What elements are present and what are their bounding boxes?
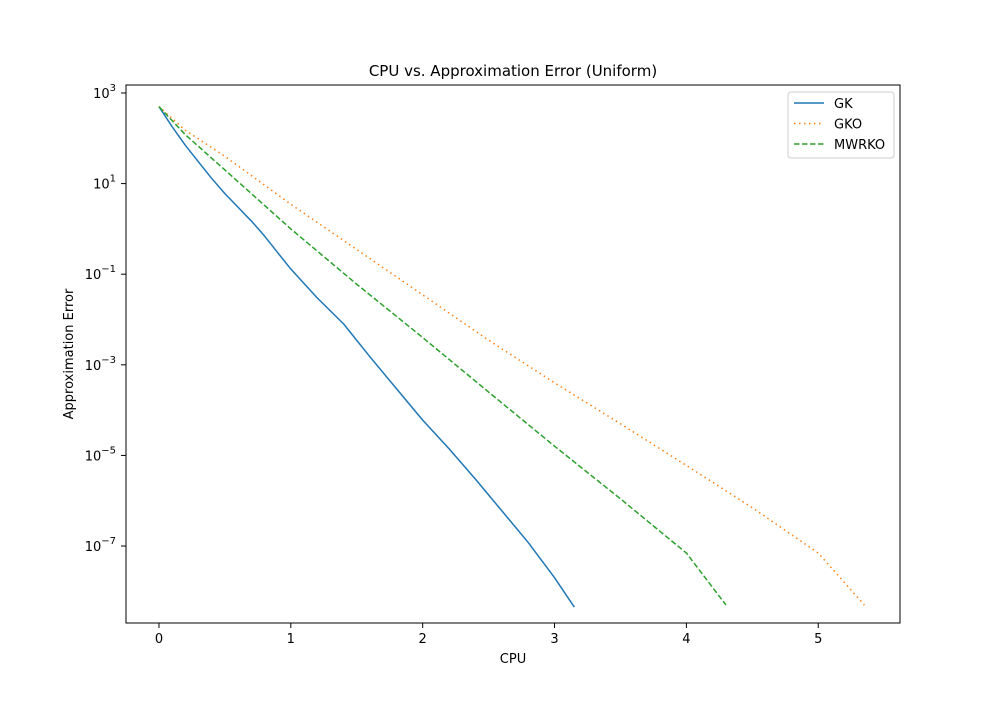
legend-label-mwrko: MWRKO [834,138,885,153]
y-axis-ticks: 103 101 10−1 10−3 10−5 10−7 [85,83,126,555]
plot-frame [125,84,901,624]
legend-frame [787,91,895,159]
series-layer [158,106,865,608]
y-tick-label: 10−7 [85,536,116,555]
x-tick-label: 3 [550,632,558,647]
y-tick-label: 101 [93,174,116,193]
series-line-gko [158,106,865,606]
series-line-gk [158,106,575,608]
legend-entries: GK GKO MWRKO [794,97,885,153]
series-line-mwrko [158,106,727,606]
y-tick-label: 10−3 [85,355,116,374]
y-tick-label: 10−1 [85,264,116,283]
y-tick-label: 10−5 [85,445,116,464]
legend-label-gk: GK [834,97,853,112]
x-tick-label: 0 [155,632,163,647]
x-tick-label: 4 [682,632,690,647]
x-axis-label: CPU [500,652,526,667]
x-tick-label: 1 [287,632,295,647]
legend: GK GKO MWRKO [787,91,895,159]
x-tick-label: 2 [419,632,427,647]
x-tick-label: 5 [814,632,822,647]
y-tick-label: 103 [93,83,116,102]
chart-title: CPU vs. Approximation Error (Uniform) [369,62,657,80]
y-axis-label: Approximation Error [62,288,77,419]
legend-label-gko: GKO [834,118,862,133]
x-axis-ticks: 0 1 2 3 4 5 [155,623,822,647]
